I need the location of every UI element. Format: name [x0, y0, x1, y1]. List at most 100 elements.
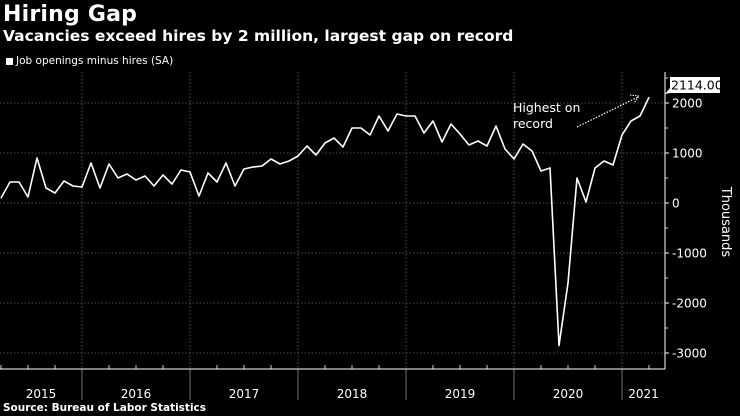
x-tick-label: 2020	[553, 387, 584, 401]
data-points	[0, 96, 650, 346]
data-point	[126, 173, 128, 175]
data-point	[18, 181, 20, 183]
x-tick-label: 2016	[121, 387, 152, 401]
data-point	[54, 192, 56, 194]
data-point	[90, 162, 92, 164]
data-point	[324, 142, 326, 144]
x-tick-label: 2015	[26, 387, 57, 401]
data-point	[27, 196, 29, 198]
data-point	[243, 168, 245, 170]
data-point	[162, 174, 164, 176]
data-point	[315, 154, 317, 156]
data-point	[378, 115, 380, 117]
y-tick-label: 1000	[672, 147, 703, 161]
data-point	[117, 177, 119, 179]
y-tick-label: 2000	[672, 97, 703, 111]
data-point	[351, 127, 353, 129]
y-tick-label: 0	[672, 197, 680, 211]
data-point	[432, 120, 434, 122]
data-point	[603, 160, 605, 162]
data-point	[459, 133, 461, 135]
data-point	[135, 179, 137, 181]
last-value-label: 2114.00	[665, 77, 723, 94]
data-point	[360, 127, 362, 129]
data-point	[0, 197, 2, 199]
data-point	[504, 148, 506, 150]
data-point	[297, 155, 299, 157]
data-point	[72, 185, 74, 187]
series-line	[0, 96, 650, 347]
data-point	[216, 181, 218, 183]
data-point	[225, 162, 227, 164]
data-point	[486, 145, 488, 147]
data-point	[279, 163, 281, 165]
data-point	[414, 115, 416, 117]
annotation-line-1: Highest on	[513, 100, 580, 115]
x-tick-label: 2017	[229, 387, 260, 401]
data-point	[387, 130, 389, 132]
data-point	[189, 171, 191, 173]
annotation-line-2: record	[513, 116, 553, 131]
data-point	[171, 183, 173, 185]
data-point	[369, 134, 371, 136]
data-point	[648, 96, 650, 98]
data-point	[549, 167, 551, 169]
annotation-arrow	[576, 96, 639, 128]
data-point	[252, 166, 254, 168]
data-point	[63, 180, 65, 182]
legend: Job openings minus hires (SA)	[6, 55, 173, 67]
data-point	[567, 282, 569, 284]
y-axis-label: Thousands	[718, 186, 733, 258]
data-point	[639, 115, 641, 117]
data-point	[405, 115, 407, 117]
data-point	[333, 137, 335, 139]
data-point	[540, 170, 542, 172]
data-point	[630, 120, 632, 122]
data-point	[558, 345, 560, 346]
data-point	[522, 143, 524, 145]
legend-label: Job openings minus hires (SA)	[16, 55, 174, 67]
data-point	[234, 185, 236, 187]
x-tick-label: 2021	[628, 387, 659, 401]
legend-swatch	[6, 57, 13, 65]
x-tick-label: 2018	[337, 387, 368, 401]
chart-subtitle: Vacancies exceed hires by 2 million, lar…	[3, 27, 514, 45]
data-point	[585, 201, 587, 203]
data-point	[306, 145, 308, 147]
data-point	[513, 158, 515, 160]
data-point	[468, 144, 470, 146]
x-tick-label: 2019	[445, 387, 476, 401]
data-point	[144, 175, 146, 177]
annotation: Highest on record	[513, 94, 640, 131]
data-point	[36, 157, 38, 159]
data-point	[261, 165, 263, 167]
data-point	[270, 158, 272, 160]
data-point	[450, 123, 452, 125]
source-note: Source: Bureau of Labor Statistics	[3, 402, 207, 414]
data-point	[594, 167, 596, 169]
data-point	[81, 186, 83, 188]
data-point	[612, 164, 614, 166]
data-point	[99, 187, 101, 189]
data-point	[495, 125, 497, 127]
data-point	[45, 187, 47, 189]
data-point	[441, 141, 443, 143]
data-point	[180, 169, 182, 171]
y-tick-label: -1000	[672, 247, 707, 261]
data-point	[198, 195, 200, 197]
data-point	[621, 134, 623, 136]
data-point	[9, 181, 11, 183]
data-point	[477, 140, 479, 142]
data-point	[288, 160, 290, 162]
data-point	[108, 163, 110, 165]
data-point	[153, 185, 155, 187]
data-point	[396, 113, 398, 115]
data-point	[576, 177, 578, 179]
y-tick-label: -3000	[672, 347, 707, 361]
data-point	[207, 172, 209, 174]
data-point	[531, 150, 533, 152]
arrow-head-icon	[629, 94, 640, 104]
chart-title: Hiring Gap	[3, 2, 138, 27]
last-value-text: 2114.00	[671, 78, 723, 93]
